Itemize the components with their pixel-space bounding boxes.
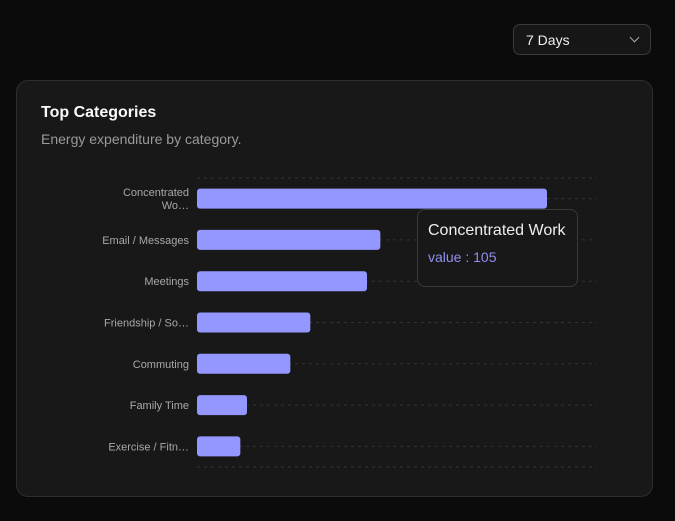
chart-tooltip: Concentrated Work value : 105 bbox=[417, 209, 578, 287]
category-label: Wo… bbox=[162, 200, 189, 212]
bar bbox=[197, 271, 367, 292]
bar bbox=[197, 312, 311, 333]
period-select-value: 7 Days bbox=[526, 31, 570, 48]
top-categories-card: Top Categories Energy expenditure by cat… bbox=[16, 80, 653, 497]
category-label: Commuting bbox=[133, 359, 189, 371]
tooltip-value: value : 105 bbox=[428, 249, 497, 265]
bar bbox=[197, 395, 247, 416]
bar bbox=[197, 436, 241, 457]
category-label: Meetings bbox=[144, 276, 189, 288]
category-label: Email / Messages bbox=[102, 235, 189, 247]
tooltip-title: Concentrated Work bbox=[428, 222, 566, 239]
bar bbox=[197, 353, 291, 374]
category-label: Exercise / Fitn… bbox=[108, 441, 189, 453]
category-label: Friendship / So… bbox=[104, 318, 189, 330]
card-subtitle: Energy expenditure by category. bbox=[41, 131, 242, 147]
card-title: Top Categories bbox=[41, 104, 157, 121]
category-label: Family Time bbox=[130, 400, 189, 412]
category-label: Concentrated bbox=[123, 187, 189, 199]
bar bbox=[197, 229, 381, 250]
period-select[interactable]: 7 Days bbox=[513, 24, 651, 55]
bar bbox=[197, 188, 547, 209]
